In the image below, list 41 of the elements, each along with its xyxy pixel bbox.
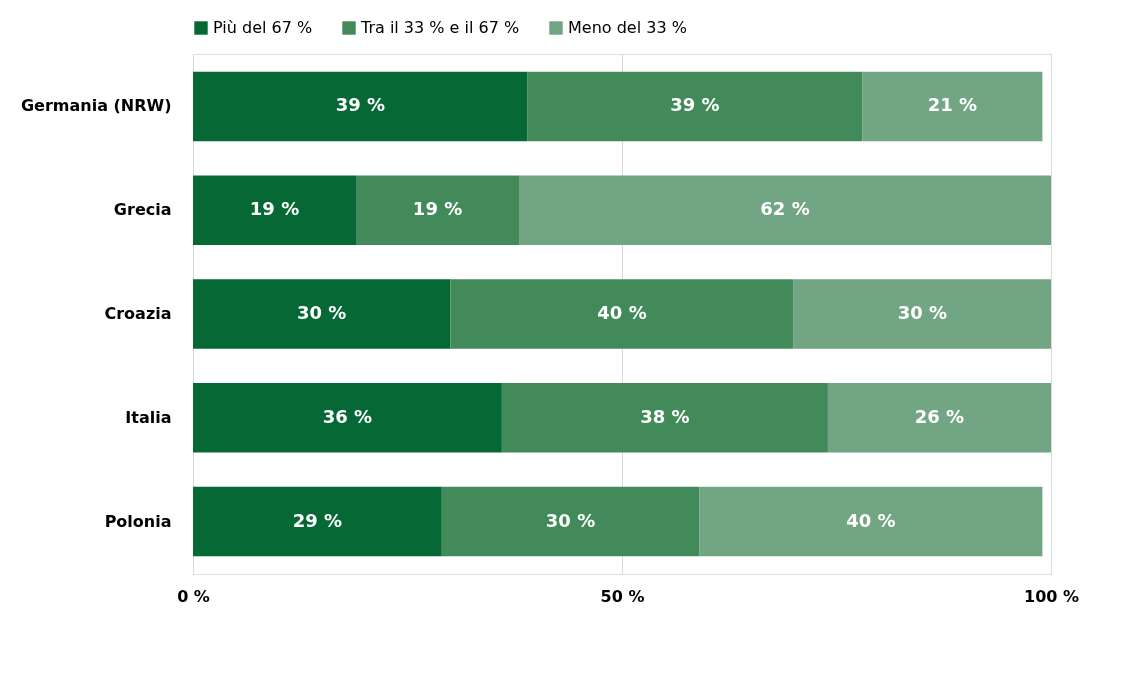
data-label: 19 %: [412, 198, 463, 220]
x-tick-label: 100 %: [1024, 586, 1079, 606]
bar: [193, 383, 502, 453]
data-label: 30 %: [897, 302, 947, 323]
x-tick-label: 50 %: [600, 586, 645, 606]
bar: [450, 279, 794, 349]
bar: [441, 486, 700, 557]
data-label: 36 %: [322, 405, 373, 427]
data-label: 21 %: [927, 94, 978, 116]
data-label: 30 %: [297, 302, 347, 323]
y-tick-label: Italia: [125, 407, 172, 427]
bar: [193, 279, 451, 349]
data-label: 19 %: [249, 198, 300, 220]
data-label: 40 %: [846, 509, 896, 531]
data-label: 39 %: [335, 94, 385, 116]
x-tick-label: 0 %: [177, 586, 210, 606]
y-tick-label: Croazia: [104, 304, 172, 323]
bar: [356, 175, 520, 245]
bar: [793, 279, 1051, 349]
bar: [193, 486, 442, 557]
bar: [862, 71, 1043, 142]
bar: [501, 383, 828, 453]
data-label: 26 %: [914, 405, 965, 427]
bar: [519, 175, 1051, 245]
data-label: 29 %: [292, 509, 343, 531]
legend-label: Tra il 33 % e il 67 %: [360, 18, 520, 37]
data-label: 62 %: [760, 198, 810, 220]
bar: [527, 71, 863, 142]
y-tick-label: Germania (NRW): [20, 96, 172, 116]
data-label: 30 %: [545, 509, 596, 531]
data-label: 40 %: [597, 302, 647, 323]
bar: [699, 486, 1043, 557]
data-label: 39 %: [670, 94, 720, 116]
bar: [193, 71, 528, 142]
legend-label: Meno del 33 %: [568, 18, 687, 37]
bar: [827, 383, 1051, 453]
bar: [193, 175, 357, 245]
data-label: 38 %: [640, 405, 690, 427]
y-tick-label: Polonia: [104, 511, 172, 531]
y-tick-label: Grecia: [113, 200, 172, 220]
legend-label: Più del 67 %: [213, 18, 313, 37]
